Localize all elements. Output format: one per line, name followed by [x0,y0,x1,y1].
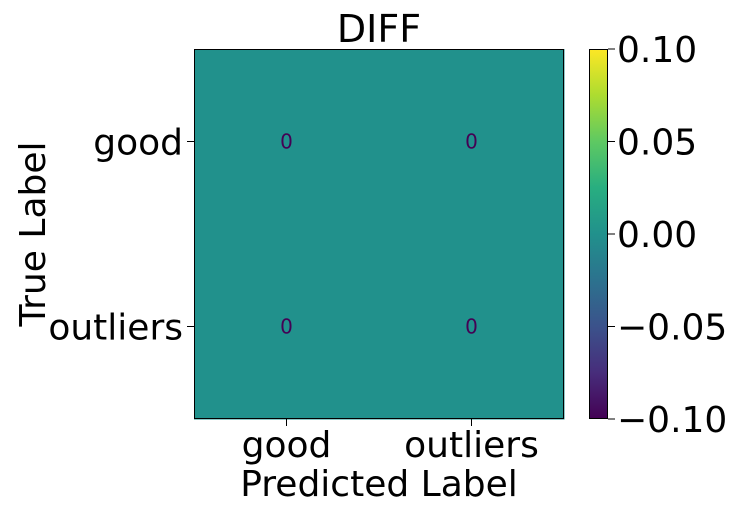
x-tick-label: outliers [404,425,539,466]
chart-title: DIFF [337,7,421,51]
x-axis-label: Predicted Label [240,464,518,505]
colorbar-tick-label: −0.05 [617,308,727,349]
x-axis-ticks: good outliers [242,419,539,466]
heatmap-cells: 0 0 0 0 [194,49,565,420]
colorbar-frame [589,49,608,419]
y-tick-label: good [93,123,183,164]
colorbar-ticks: 0.10 0.05 0.00 −0.05 −0.10 [608,30,727,441]
heatmap-cell [194,49,380,235]
heatmap-cell [379,49,565,235]
colorbar-tick-label: 0.05 [617,123,697,164]
plot-frame [194,49,564,419]
colorbar-tick-label: −0.10 [617,400,727,441]
cell-value-label: 0 [280,315,293,339]
y-tick-label: outliers [48,308,183,349]
heatmap-cell [194,234,380,420]
cell-value-label: 0 [280,130,293,154]
y-axis-label: True Label [13,141,54,327]
heatmap-cell [379,234,565,420]
y-axis-ticks: good outliers [48,123,194,349]
colorbar-tick-label: 0.00 [617,215,697,256]
colorbar [589,49,608,419]
cell-value-label: 0 [465,315,478,339]
x-tick-label: good [242,425,332,466]
colorbar-tick-label: 0.10 [617,30,697,71]
cell-value-label: 0 [465,130,478,154]
